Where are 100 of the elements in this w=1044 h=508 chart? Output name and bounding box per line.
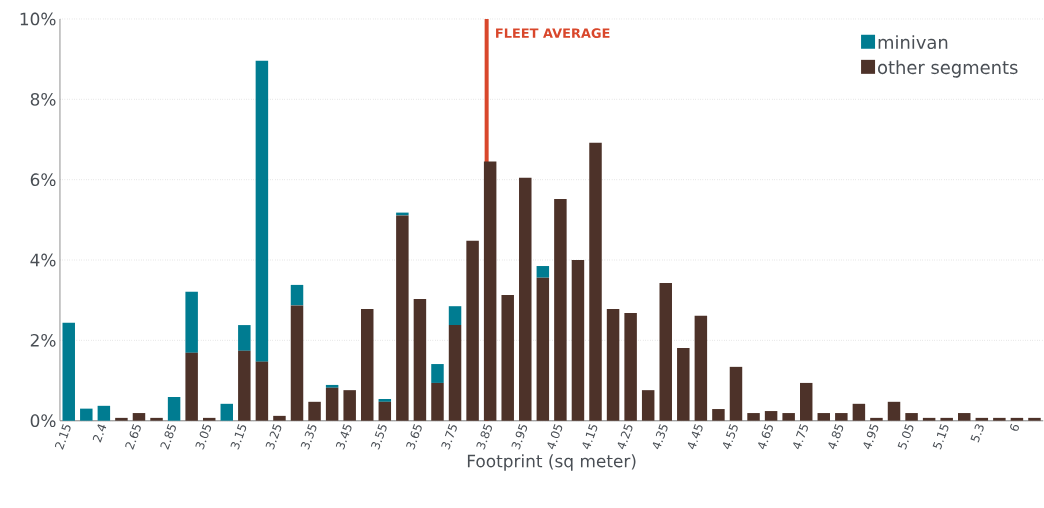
x-tick-label: 5.05 — [897, 424, 914, 450]
bar — [448, 306, 462, 326]
y-tick-label: 2% — [30, 334, 56, 347]
bar — [466, 240, 479, 421]
x-axis-title: Footprint (sq meter) — [467, 454, 636, 471]
bar — [132, 413, 146, 421]
y-tick-label: 6% — [30, 173, 56, 187]
bar — [694, 316, 708, 421]
y-tick-label: 4% — [30, 253, 56, 267]
bar — [62, 322, 75, 421]
bar — [413, 299, 427, 421]
bar — [782, 413, 795, 421]
x-tick-label: 4.65 — [758, 424, 773, 450]
bar — [852, 404, 866, 421]
bar — [290, 305, 304, 421]
bar — [167, 397, 181, 421]
x-tick-label: 2.85 — [160, 424, 176, 450]
bar — [378, 402, 392, 421]
x-tick-label: 4.75 — [793, 424, 808, 450]
x-tick-label: 4.55 — [722, 424, 738, 450]
ref-line-label: FLEET AVERAGE — [496, 28, 610, 39]
bar — [940, 418, 953, 421]
x-tick-label: 4.25 — [617, 424, 633, 450]
bar — [993, 418, 1006, 421]
bar — [115, 418, 128, 421]
x-tick-label: 3.75 — [441, 424, 457, 450]
bar — [589, 142, 602, 421]
bar — [343, 390, 356, 421]
x-tick-label: 4.05 — [547, 424, 563, 450]
y-tick-label: 0% — [30, 414, 56, 428]
y-tick-label: 10% — [20, 12, 56, 26]
bar — [870, 418, 883, 421]
bar — [431, 383, 444, 421]
bar — [571, 260, 585, 421]
bar — [887, 402, 901, 421]
x-tick-label: 5.3 — [970, 424, 984, 443]
bar — [659, 283, 672, 421]
bar — [536, 277, 550, 421]
bar — [747, 413, 760, 421]
x-tick-label: 3.65 — [406, 424, 422, 450]
bar — [97, 406, 111, 421]
x-tick-label: 5.15 — [932, 424, 949, 450]
bar — [835, 413, 848, 421]
bar — [80, 408, 93, 421]
bar — [554, 199, 567, 421]
bar — [729, 367, 743, 421]
bar — [677, 348, 690, 421]
bar — [255, 60, 269, 362]
bar — [483, 161, 497, 421]
bar — [361, 309, 374, 421]
bar — [150, 418, 163, 421]
x-tick-label: 4.95 — [863, 424, 879, 450]
x-tick-label: 2.4 — [92, 424, 107, 443]
bar — [220, 404, 234, 421]
bar — [1010, 418, 1024, 421]
bar — [501, 295, 514, 421]
x-tick-label: 3.45 — [335, 424, 352, 450]
bar — [448, 325, 462, 421]
bar — [1028, 418, 1041, 421]
bar — [325, 387, 339, 421]
x-tick-label: 2.15 — [55, 424, 71, 450]
x-tick-label: 3.25 — [265, 424, 282, 450]
bar — [308, 402, 321, 421]
legend-label: minivan — [878, 35, 948, 50]
bar — [799, 383, 813, 421]
bar — [202, 418, 216, 421]
bar — [922, 418, 936, 421]
x-tick-label: 3.55 — [371, 424, 387, 450]
x-tick-label: 4.15 — [582, 424, 598, 450]
bar — [905, 413, 918, 421]
bar — [255, 361, 269, 421]
bar — [273, 416, 286, 421]
x-tick-label: 3.05 — [195, 424, 212, 450]
y-tick-label: 8% — [30, 93, 56, 106]
bar — [185, 352, 198, 421]
x-tick-label: 4.85 — [828, 424, 844, 450]
x-tick-label: 3.35 — [300, 424, 317, 450]
bar — [958, 413, 971, 421]
bar — [606, 309, 620, 421]
bar — [396, 215, 409, 421]
bar — [325, 385, 339, 388]
x-tick-label: 3.15 — [230, 424, 247, 450]
x-tick-label: 3.95 — [511, 424, 528, 450]
x-tick-label: 4.45 — [687, 424, 703, 450]
bar — [431, 364, 444, 384]
bar — [290, 285, 304, 306]
x-tick-label: 6 — [1010, 424, 1019, 432]
legend-label: other segments — [878, 60, 1018, 78]
bar — [536, 266, 550, 278]
x-tick-label: 2.65 — [125, 424, 141, 450]
bar — [624, 313, 637, 421]
bar — [975, 418, 989, 421]
x-tick-label: 4.35 — [652, 424, 668, 450]
bar — [817, 413, 831, 421]
bar — [519, 177, 532, 421]
bar — [238, 350, 251, 421]
bar — [185, 291, 198, 353]
bar — [712, 409, 725, 421]
bar — [378, 399, 392, 402]
x-tick-label: 3.85 — [476, 424, 492, 450]
